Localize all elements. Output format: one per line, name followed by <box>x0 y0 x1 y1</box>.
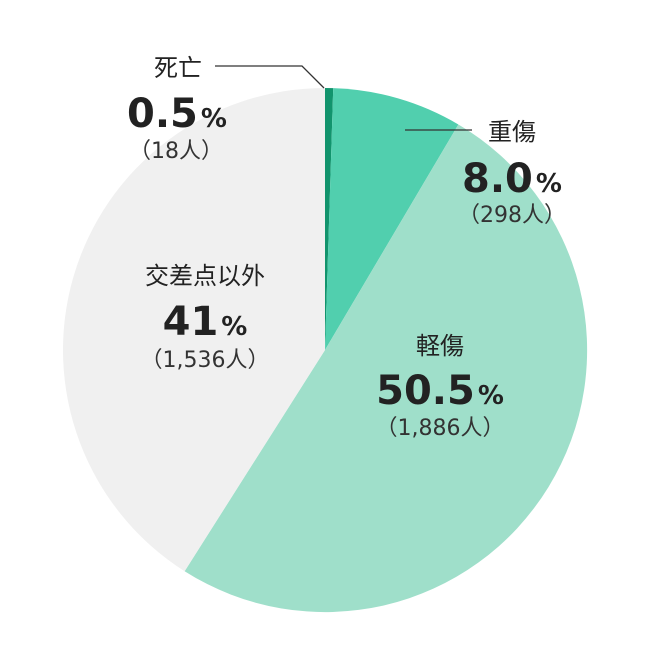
slice-percent-non-intersection: 41% <box>163 299 248 345</box>
slice-value-death: 0.5 <box>127 91 198 137</box>
percent-sign-non-intersection: % <box>221 312 247 342</box>
slice-count-death: （18人） <box>129 139 223 164</box>
label-death: 死亡 0.5% （18人） <box>127 54 227 164</box>
slice-label-serious: 重傷 <box>488 118 536 146</box>
leader-line-death <box>215 65 325 89</box>
pie-slice-non-intersection <box>63 88 326 572</box>
slice-percent-serious: 8.0% <box>462 156 562 202</box>
pie-slice-minor <box>184 124 588 613</box>
label-serious: 重傷 8.0% （298人） <box>458 118 566 228</box>
percent-sign-minor: % <box>478 381 504 411</box>
pie-slice-death <box>325 88 334 350</box>
pie-slice-serious <box>325 88 459 350</box>
slice-value-serious: 8.0 <box>462 156 533 202</box>
pie-slices <box>63 88 588 613</box>
slice-count-serious: （298人） <box>458 203 566 228</box>
slice-value-non-intersection: 41 <box>163 299 219 345</box>
label-minor: 軽傷 50.5% （1,886人） <box>376 332 505 441</box>
slice-label-non-intersection: 交差点以外 <box>145 262 265 290</box>
slice-count-non-intersection: （1,536人） <box>141 348 270 373</box>
percent-sign-death: % <box>201 104 227 134</box>
slice-label-death: 死亡 <box>154 54 202 82</box>
slice-label-minor: 軽傷 <box>416 332 464 360</box>
slice-count-minor: （1,886人） <box>376 416 505 441</box>
slice-percent-minor: 50.5% <box>376 368 504 414</box>
slice-percent-death: 0.5% <box>127 91 227 137</box>
label-non-intersection: 交差点以外 41% （1,536人） <box>141 262 270 373</box>
slice-value-minor: 50.5 <box>376 368 475 414</box>
percent-sign-serious: % <box>536 169 562 199</box>
